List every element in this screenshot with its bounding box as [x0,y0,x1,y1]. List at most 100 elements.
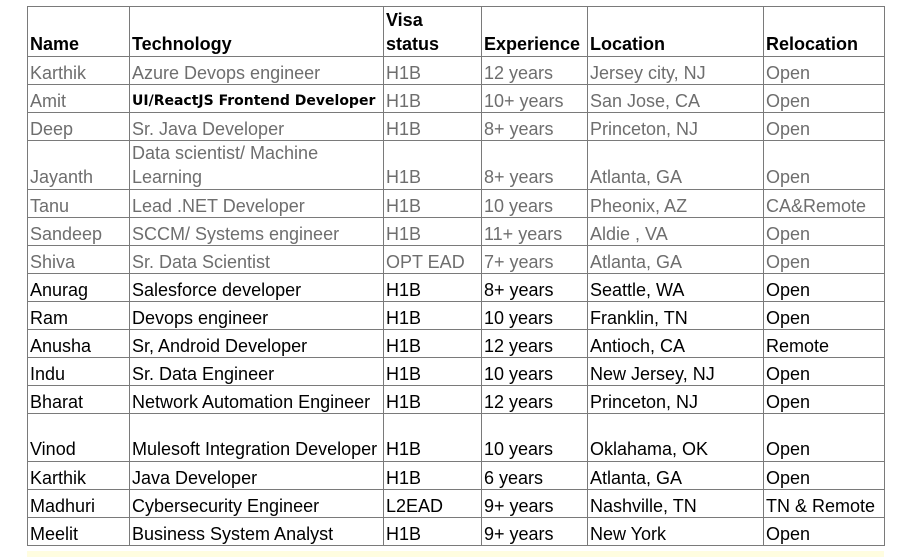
cell-experience: 11+ years [481,217,588,246]
cell-location: Atlanta, GA [587,461,764,490]
cell-location: New Jersey, NJ [587,357,764,386]
header-technology: Technology [129,6,384,57]
cell-visa: H1B [383,461,482,490]
cell-relocation: Open [763,461,885,490]
cell-experience: 12 years [481,56,588,85]
cell-visa: H1B [383,56,482,85]
cell-location: Jersey city, NJ [587,56,764,85]
cell-visa: H1B [383,329,482,358]
cell-location: Antioch, CA [587,329,764,358]
cell-experience: 8+ years [481,112,588,141]
cell-name: Tanu [27,189,130,218]
cell-location: San Jose, CA [587,84,764,113]
cell-relocation: TN & Remote [763,489,885,518]
cell-experience: 12 years [481,385,588,414]
cell-experience: 10 years [481,189,588,218]
cell-experience: 8+ years [481,140,588,190]
cell-location: New York [587,517,764,546]
header-location: Location [587,6,764,57]
cell-technology: Mulesoft Integration Developer [129,413,384,462]
table-row: Meelit Business System Analyst H1B 9+ ye… [27,517,885,546]
table-row: Sandeep SCCM/ Systems engineer H1B 11+ y… [27,217,885,246]
cell-visa: H1B [383,517,482,546]
table-row: Amit UI/ReactJS Frontend Developer H1B 1… [27,84,885,113]
cell-location: Aldie , VA [587,217,764,246]
cell-relocation: Open [763,245,885,274]
cell-name: Ram [27,301,130,330]
cell-experience: 7+ years [481,245,588,274]
cell-name: Anusha [27,329,130,358]
cell-experience: 12 years [481,329,588,358]
table-row: Karthik Azure Devops engineer H1B 12 yea… [27,56,885,85]
table-row: Karthik Java Developer H1B 6 years Atlan… [27,461,885,490]
cell-technology: Sr, Android Developer [129,329,384,358]
cell-name: Amit [27,84,130,113]
cell-location: Nashville, TN [587,489,764,518]
cell-visa: H1B [383,301,482,330]
cell-technology: Network Automation Engineer [129,385,384,414]
header-relocation: Relocation [763,6,885,57]
cell-experience: 10 years [481,301,588,330]
cell-relocation: Open [763,84,885,113]
cell-visa: H1B [383,189,482,218]
table-row: Bharat Network Automation Engineer H1B 1… [27,385,885,414]
cell-location: Atlanta, GA [587,140,764,190]
cell-relocation: Open [763,140,885,190]
cell-location: Princeton, NJ [587,385,764,414]
cell-technology: Lead .NET Developer [129,189,384,218]
cell-name: Karthik [27,56,130,85]
cell-relocation: Open [763,217,885,246]
cell-visa: H1B [383,217,482,246]
cell-technology: SCCM/ Systems engineer [129,217,384,246]
cell-name: Karthik [27,461,130,490]
cell-name: Indu [27,357,130,386]
table-row: Shiva Sr. Data Scientist OPT EAD 7+ year… [27,245,885,274]
cell-technology: Java Developer [129,461,384,490]
table-row: Jayanth Data scientist/ Machine Learning… [27,140,885,190]
cell-technology: Cybersecurity Engineer [129,489,384,518]
cell-technology: Azure Devops engineer [129,56,384,85]
header-name: Name [27,6,130,57]
cell-relocation: CA&Remote [763,189,885,218]
cell-relocation: Open [763,112,885,141]
cell-technology: Data scientist/ Machine Learning [129,140,384,190]
cell-experience: 8+ years [481,273,588,302]
cell-location: Franklin, TN [587,301,764,330]
cell-relocation: Open [763,413,885,462]
cell-experience: 9+ years [481,489,588,518]
cell-visa: H1B [383,385,482,414]
cell-name: Deep [27,112,130,141]
cell-experience: 10 years [481,413,588,462]
cell-visa: OPT EAD [383,245,482,274]
cell-location: Atlanta, GA [587,245,764,274]
cell-relocation: Open [763,301,885,330]
cell-visa: H1B [383,357,482,386]
cell-name: Anurag [27,273,130,302]
cell-visa: H1B [383,112,482,141]
cell-relocation: Open [763,273,885,302]
header-row: Name Technology Visa status Experience L… [27,6,885,57]
cell-location: Oklahama, OK [587,413,764,462]
cell-experience: 10+ years [481,84,588,113]
cell-relocation: Remote [763,329,885,358]
table-row: Madhuri Cybersecurity Engineer L2EAD 9+ … [27,489,885,518]
cell-name: Vinod [27,413,130,462]
bottom-strip [27,551,884,557]
cell-visa: H1B [383,84,482,113]
table-row: Vinod Mulesoft Integration Developer H1B… [27,413,885,462]
cell-relocation: Open [763,385,885,414]
cell-technology: Sr. Java Developer [129,112,384,141]
table-row: Tanu Lead .NET Developer H1B 10 years Ph… [27,189,885,218]
cell-location: Pheonix, AZ [587,189,764,218]
cell-location: Seattle, WA [587,273,764,302]
cell-name: Jayanth [27,140,130,190]
cell-technology: UI/ReactJS Frontend Developer [129,84,384,113]
cell-name: Madhuri [27,489,130,518]
cell-relocation: Open [763,357,885,386]
table-row: Indu Sr. Data Engineer H1B 10 years New … [27,357,885,386]
header-visa-status: Visa status [383,6,482,57]
header-experience: Experience [481,6,588,57]
cell-experience: 6 years [481,461,588,490]
table-row: Deep Sr. Java Developer H1B 8+ years Pri… [27,112,885,141]
cell-experience: 10 years [481,357,588,386]
